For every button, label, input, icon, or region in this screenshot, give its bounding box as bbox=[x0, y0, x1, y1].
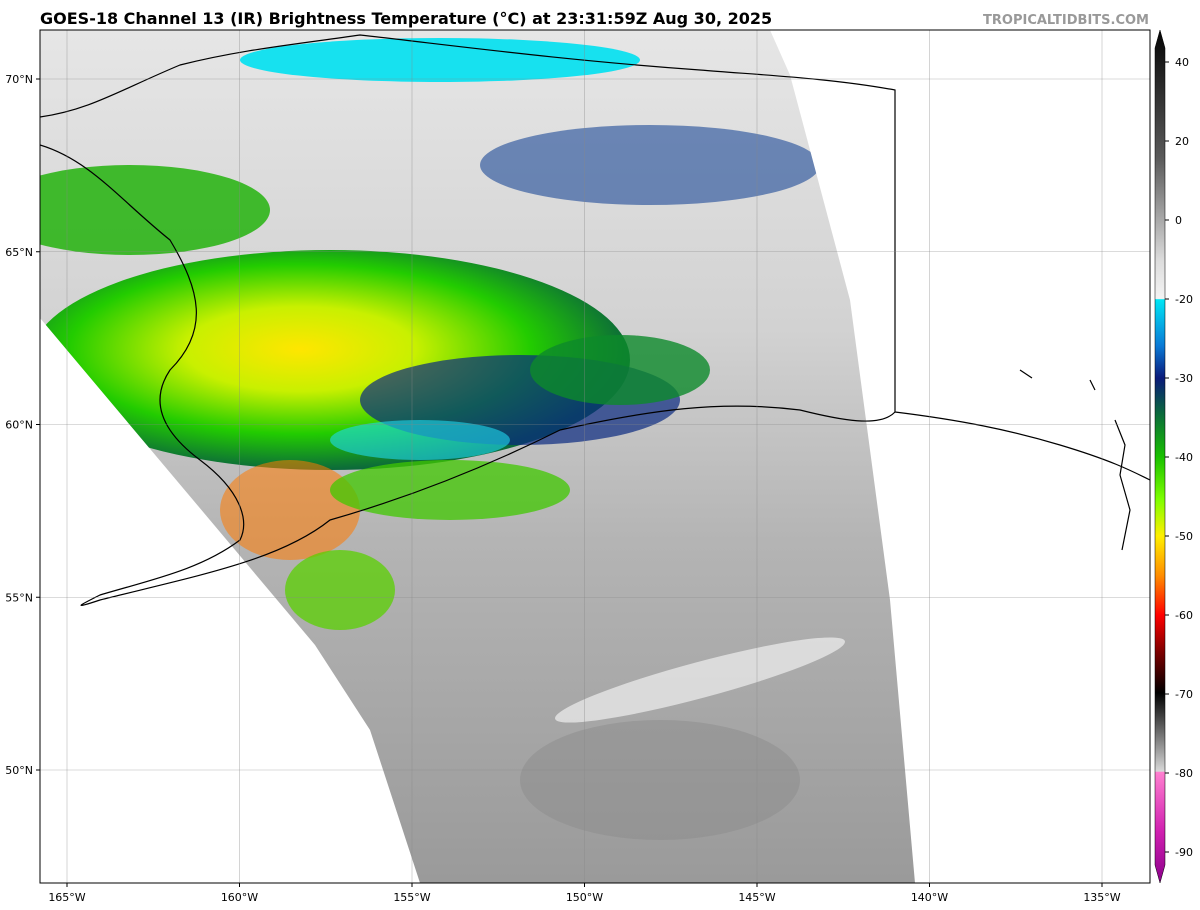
colorbar-scale bbox=[1154, 29, 1166, 884]
graticule bbox=[40, 30, 1150, 883]
colorbar-label: -30 bbox=[1175, 372, 1193, 385]
colorbar-label: -90 bbox=[1175, 846, 1193, 859]
colorbar-label: -20 bbox=[1175, 293, 1193, 306]
coastline bbox=[40, 34, 1150, 481]
labels: 70°N 65°N 60°N 55°N 50°N 165°W 160°W 155°W 150°W… bbox=[5, 56, 1193, 904]
longitude-label: 155°W bbox=[393, 891, 430, 904]
coastline bbox=[40, 144, 896, 606]
longitude-label: 145°W bbox=[738, 891, 775, 904]
colorbar bbox=[1154, 29, 1166, 884]
colorbar-label: 40 bbox=[1175, 56, 1189, 69]
longitude-label: 140°W bbox=[911, 891, 948, 904]
longitude-label: 160°W bbox=[221, 891, 258, 904]
map-title: GOES-18 Channel 13 (IR) Brightness Tempe… bbox=[40, 9, 772, 28]
latitude-label: 55°N bbox=[5, 591, 33, 604]
longitude-label: 135°W bbox=[1083, 891, 1120, 904]
colorbar-label: -70 bbox=[1175, 688, 1193, 701]
longitude-label: 165°W bbox=[48, 891, 85, 904]
coastline bbox=[1019, 369, 1131, 551]
colorbar-label: 20 bbox=[1175, 135, 1189, 148]
latitude-label: 60°N bbox=[5, 419, 33, 432]
colorbar-label: 0 bbox=[1175, 214, 1182, 227]
latitude-label: 50°N bbox=[5, 764, 33, 777]
colorbar-label: -80 bbox=[1175, 767, 1193, 780]
credit: TROPICALTIDBITS.COM bbox=[983, 13, 1149, 28]
latitude-label: 65°N bbox=[5, 246, 33, 259]
colorbar-label: -40 bbox=[1175, 451, 1193, 464]
colorbar-label: -50 bbox=[1175, 530, 1193, 543]
latitude-label: 70°N bbox=[5, 73, 33, 86]
map-frame bbox=[39, 29, 1151, 884]
longitude-label: 150°W bbox=[566, 891, 603, 904]
cloud-tops bbox=[40, 38, 845, 840]
map-area bbox=[40, 30, 1150, 883]
colorbar-label: -60 bbox=[1175, 609, 1193, 622]
